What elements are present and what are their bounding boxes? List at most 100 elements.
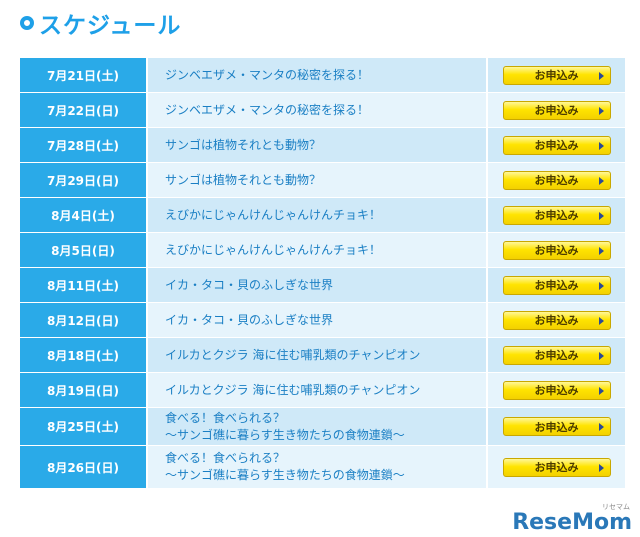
table-row: 8月19日(日) イルカとクジラ 海に住む哺乳類のチャンピオン お申込み bbox=[20, 373, 625, 408]
apply-button-label: お申込み bbox=[534, 69, 579, 82]
apply-button-label: お申込み bbox=[534, 209, 579, 222]
table-row: 7月21日(土) ジンベエザメ・マンタの秘密を探る！ お申込み bbox=[20, 58, 625, 93]
event-title: イルカとクジラ 海に住む哺乳類のチャンピオン bbox=[165, 347, 421, 362]
action-cell: お申込み bbox=[488, 93, 625, 127]
action-cell: お申込み bbox=[488, 233, 625, 267]
action-cell: お申込み bbox=[488, 408, 625, 445]
event-title: 食べる！食べられる？ bbox=[165, 451, 286, 465]
table-row: 8月4日(土) えびかにじゃんけんじゃんけんチョキ！ お申込み bbox=[20, 198, 625, 233]
apply-button[interactable]: お申込み bbox=[502, 240, 611, 260]
apply-button-label: お申込み bbox=[534, 104, 579, 117]
apply-button-label: お申込み bbox=[534, 461, 579, 474]
event-title: イカ・タコ・貝のふしぎな世界 bbox=[165, 312, 334, 327]
apply-button[interactable]: お申込み bbox=[502, 310, 611, 330]
action-cell: お申込み bbox=[488, 338, 625, 372]
apply-button[interactable]: お申込み bbox=[502, 345, 611, 365]
table-row: 8月11日(土) イカ・タコ・貝のふしぎな世界 お申込み bbox=[20, 268, 625, 303]
date-cell: 8月12日(日) bbox=[20, 303, 148, 337]
event-cell: えびかにじゃんけんじゃんけんチョキ！ bbox=[148, 233, 488, 267]
arrow-right-icon bbox=[598, 141, 604, 150]
event-cell: えびかにじゃんけんじゃんけんチョキ！ bbox=[148, 198, 488, 232]
schedule-header: スケジュール bbox=[20, 8, 182, 39]
action-cell: お申込み bbox=[488, 58, 625, 92]
event-title: イカ・タコ・貝のふしぎな世界 bbox=[165, 277, 334, 292]
watermark-text: ReseMom bbox=[512, 510, 632, 535]
date-cell: 8月26日(日) bbox=[20, 446, 148, 488]
action-cell: お申込み bbox=[488, 198, 625, 232]
date-cell: 8月11日(土) bbox=[20, 268, 148, 302]
arrow-right-icon bbox=[598, 176, 604, 185]
apply-button-label: お申込み bbox=[534, 314, 579, 327]
event-title: えびかにじゃんけんじゃんけんチョキ！ bbox=[165, 242, 382, 257]
event-title: イルカとクジラ 海に住む哺乳類のチャンピオン bbox=[165, 382, 421, 397]
event-cell: 食べる！食べられる？ ～サンゴ礁に暮らす生き物たちの食物連鎖～ bbox=[148, 446, 488, 488]
event-cell: イカ・タコ・貝のふしぎな世界 bbox=[148, 268, 488, 302]
date-cell: 8月19日(日) bbox=[20, 373, 148, 407]
date-cell: 8月18日(土) bbox=[20, 338, 148, 372]
action-cell: お申込み bbox=[488, 373, 625, 407]
action-cell: お申込み bbox=[488, 446, 625, 488]
apply-button[interactable]: お申込み bbox=[502, 275, 611, 295]
arrow-right-icon bbox=[598, 106, 604, 115]
apply-button[interactable]: お申込み bbox=[502, 135, 611, 155]
event-cell: 食べる！食べられる？ ～サンゴ礁に暮らす生き物たちの食物連鎖～ bbox=[148, 408, 488, 445]
arrow-right-icon bbox=[598, 423, 604, 431]
table-row: 8月25日(土) 食べる！食べられる？ ～サンゴ礁に暮らす生き物たちの食物連鎖～… bbox=[20, 408, 625, 446]
arrow-right-icon bbox=[598, 71, 604, 80]
watermark-sub: リセマム bbox=[602, 503, 630, 511]
date-cell: 7月28日(土) bbox=[20, 128, 148, 162]
arrow-right-icon bbox=[598, 351, 604, 360]
table-row: 7月29日(日) サンゴは植物それとも動物？ お申込み bbox=[20, 163, 625, 198]
event-subtitle: ～サンゴ礁に暮らす生き物たちの食物連鎖～ bbox=[165, 468, 405, 482]
event-cell: サンゴは植物それとも動物？ bbox=[148, 163, 488, 197]
apply-button[interactable]: お申込み bbox=[502, 65, 611, 85]
apply-button[interactable]: お申込み bbox=[502, 100, 611, 120]
event-title: ジンベエザメ・マンタの秘密を探る！ bbox=[165, 102, 370, 117]
action-cell: お申込み bbox=[488, 303, 625, 337]
arrow-right-icon bbox=[598, 246, 604, 255]
schedule-table: 7月21日(土) ジンベエザメ・マンタの秘密を探る！ お申込み 7月22日(日)… bbox=[20, 57, 625, 489]
table-row: 8月5日(日) えびかにじゃんけんじゃんけんチョキ！ お申込み bbox=[20, 233, 625, 268]
apply-button-label: お申込み bbox=[534, 420, 579, 434]
event-title: ジンベエザメ・マンタの秘密を探る！ bbox=[165, 67, 370, 82]
table-row: 8月26日(日) 食べる！食べられる？ ～サンゴ礁に暮らす生き物たちの食物連鎖～… bbox=[20, 446, 625, 489]
apply-button[interactable]: お申込み bbox=[502, 457, 611, 477]
table-row: 8月12日(日) イカ・タコ・貝のふしぎな世界 お申込み bbox=[20, 303, 625, 338]
resemom-watermark: リセマム ReseMom bbox=[512, 503, 632, 535]
apply-button[interactable]: お申込み bbox=[502, 205, 611, 225]
event-title: 食べる！食べられる？ bbox=[165, 410, 286, 425]
apply-button-label: お申込み bbox=[534, 349, 579, 362]
apply-button-label: お申込み bbox=[534, 279, 579, 292]
table-row: 8月18日(土) イルカとクジラ 海に住む哺乳類のチャンピオン お申込み bbox=[20, 338, 625, 373]
arrow-right-icon bbox=[598, 386, 604, 395]
date-cell: 7月29日(日) bbox=[20, 163, 148, 197]
date-cell: 7月21日(土) bbox=[20, 58, 148, 92]
circle-bullet-icon bbox=[20, 16, 34, 30]
table-row: 7月22日(日) ジンベエザメ・マンタの秘密を探る！ お申込み bbox=[20, 93, 625, 128]
arrow-right-icon bbox=[598, 316, 604, 325]
apply-button-label: お申込み bbox=[534, 244, 579, 257]
arrow-right-icon bbox=[598, 211, 604, 220]
event-cell: ジンベエザメ・マンタの秘密を探る！ bbox=[148, 93, 488, 127]
event-cell: ジンベエザメ・マンタの秘密を探る！ bbox=[148, 58, 488, 92]
action-cell: お申込み bbox=[488, 268, 625, 302]
date-cell: 8月5日(日) bbox=[20, 233, 148, 267]
apply-button-label: お申込み bbox=[534, 174, 579, 187]
event-title: えびかにじゃんけんじゃんけんチョキ！ bbox=[165, 207, 382, 222]
event-cell: サンゴは植物それとも動物？ bbox=[148, 128, 488, 162]
event-title: サンゴは植物それとも動物？ bbox=[165, 137, 322, 152]
apply-button-label: お申込み bbox=[534, 384, 579, 397]
arrow-right-icon bbox=[598, 463, 604, 472]
action-cell: お申込み bbox=[488, 128, 625, 162]
event-cell: イルカとクジラ 海に住む哺乳類のチャンピオン bbox=[148, 373, 488, 407]
page-title: スケジュール bbox=[39, 13, 182, 39]
apply-button[interactable]: お申込み bbox=[502, 380, 611, 400]
apply-button-label: お申込み bbox=[534, 139, 579, 152]
action-cell: お申込み bbox=[488, 163, 625, 197]
event-cell: イルカとクジラ 海に住む哺乳類のチャンピオン bbox=[148, 338, 488, 372]
apply-button[interactable]: お申込み bbox=[502, 170, 611, 190]
apply-button[interactable]: お申込み bbox=[502, 417, 611, 436]
event-subtitle: ～サンゴ礁に暮らす生き物たちの食物連鎖～ bbox=[165, 427, 405, 442]
date-cell: 8月4日(土) bbox=[20, 198, 148, 232]
event-cell: イカ・タコ・貝のふしぎな世界 bbox=[148, 303, 488, 337]
